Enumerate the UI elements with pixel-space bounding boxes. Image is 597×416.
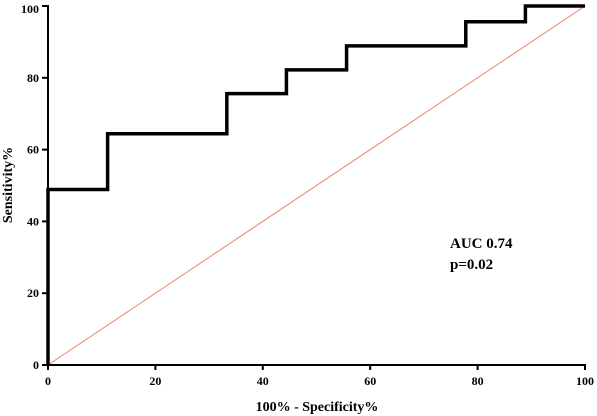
auc-annotation: AUC 0.74 [450,236,513,252]
reference-diagonal-line [47,5,586,366]
x-tick-label: 0 [45,374,51,388]
x-tick-label: 20 [149,374,161,388]
y-tick-label: 80 [27,71,39,85]
x-tick-label: 40 [257,374,269,388]
y-tick-label: 60 [27,143,39,157]
y-tick-label: 20 [27,286,39,300]
x-axis-label: 100% - Specificity% [256,400,379,415]
y-axis-label: Sensitivity% [1,147,16,223]
y-tick-label: 40 [27,214,39,228]
y-tick-label: 100 [21,2,39,16]
y-tick-label: 0 [33,358,39,372]
p-value-annotation: p=0.02 [450,257,493,273]
x-tick-label: 100 [576,374,594,388]
x-tick-label: 60 [364,374,376,388]
roc-curve-line [46,4,585,365]
x-tick-label: 80 [472,374,484,388]
